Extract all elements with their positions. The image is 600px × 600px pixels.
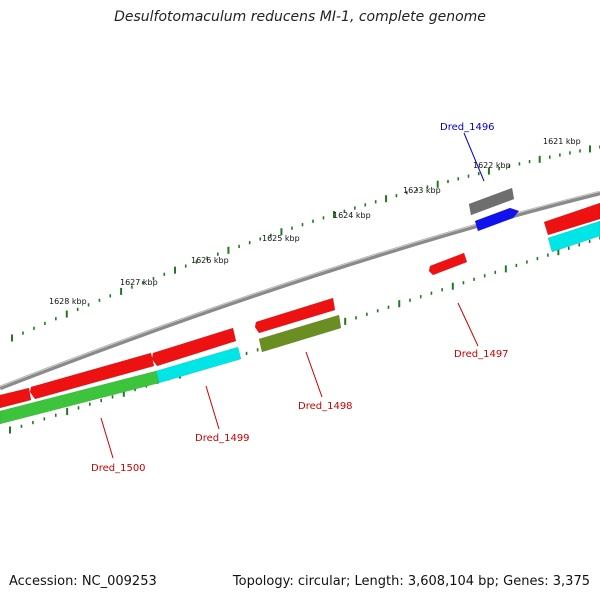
accession-text: Accession: NC_009253 [9, 574, 157, 589]
outer-scale-ticks [11, 145, 600, 342]
scale-label-1628: 1628 kbp [49, 297, 87, 306]
scale-label-1624: 1624 kbp [333, 211, 371, 220]
leader-line-dred-1498 [305, 351, 323, 398]
leader-line-dred-1497 [457, 302, 479, 347]
scale-label-1626: 1626 kbp [191, 256, 229, 265]
gene-label-dred-1496[interactable]: Dred_1496 [440, 122, 495, 133]
scale-label-1623: 1623 kbp [403, 186, 441, 195]
cds-feature-dred-1499-upper[interactable] [151, 327, 237, 367]
cds-feature-dred-1500-upper[interactable] [29, 352, 155, 400]
genome-backbone [0, 190, 600, 391]
cds-feature-gray[interactable] [468, 187, 515, 216]
scale-label-1627: 1627 kbp [120, 278, 158, 287]
leader-line-dred-1500 [100, 417, 114, 459]
scale-label-1625: 1625 kbp [262, 234, 300, 243]
gene-label-dred-1497[interactable]: Dred_1497 [454, 349, 509, 360]
gene-label-dred-1500[interactable]: Dred_1500 [91, 463, 146, 474]
leader-line-dred-1496 [463, 132, 485, 182]
cds-feature-right-upper[interactable] [543, 202, 600, 236]
scale-label-1622: 1622 kbp [473, 161, 511, 170]
scale-label-1621: 1621 kbp [543, 137, 581, 146]
gene-label-dred-1498[interactable]: Dred_1498 [298, 401, 353, 412]
gene-label-dred-1499[interactable]: Dred_1499 [195, 433, 250, 444]
cds-feature-left-edge[interactable] [0, 387, 32, 409]
cds-feature-dred-1497[interactable] [428, 252, 468, 276]
genome-backbone-highlight [0, 191, 600, 387]
topology-text: Topology: circular; Length: 3,608,104 bp… [232, 574, 590, 589]
cds-feature-dred-1500[interactable] [0, 370, 160, 425]
map-title: Desulfotomaculum reducens MI-1, complete… [114, 9, 486, 25]
cds-feature-dred-1496[interactable] [474, 207, 520, 232]
leader-line-dred-1499 [205, 385, 220, 430]
cds-feature-dred-1498[interactable] [258, 314, 342, 353]
cds-feature-right-lower[interactable] [547, 220, 600, 253]
cds-feature-dred-1498-upper[interactable] [254, 297, 336, 334]
